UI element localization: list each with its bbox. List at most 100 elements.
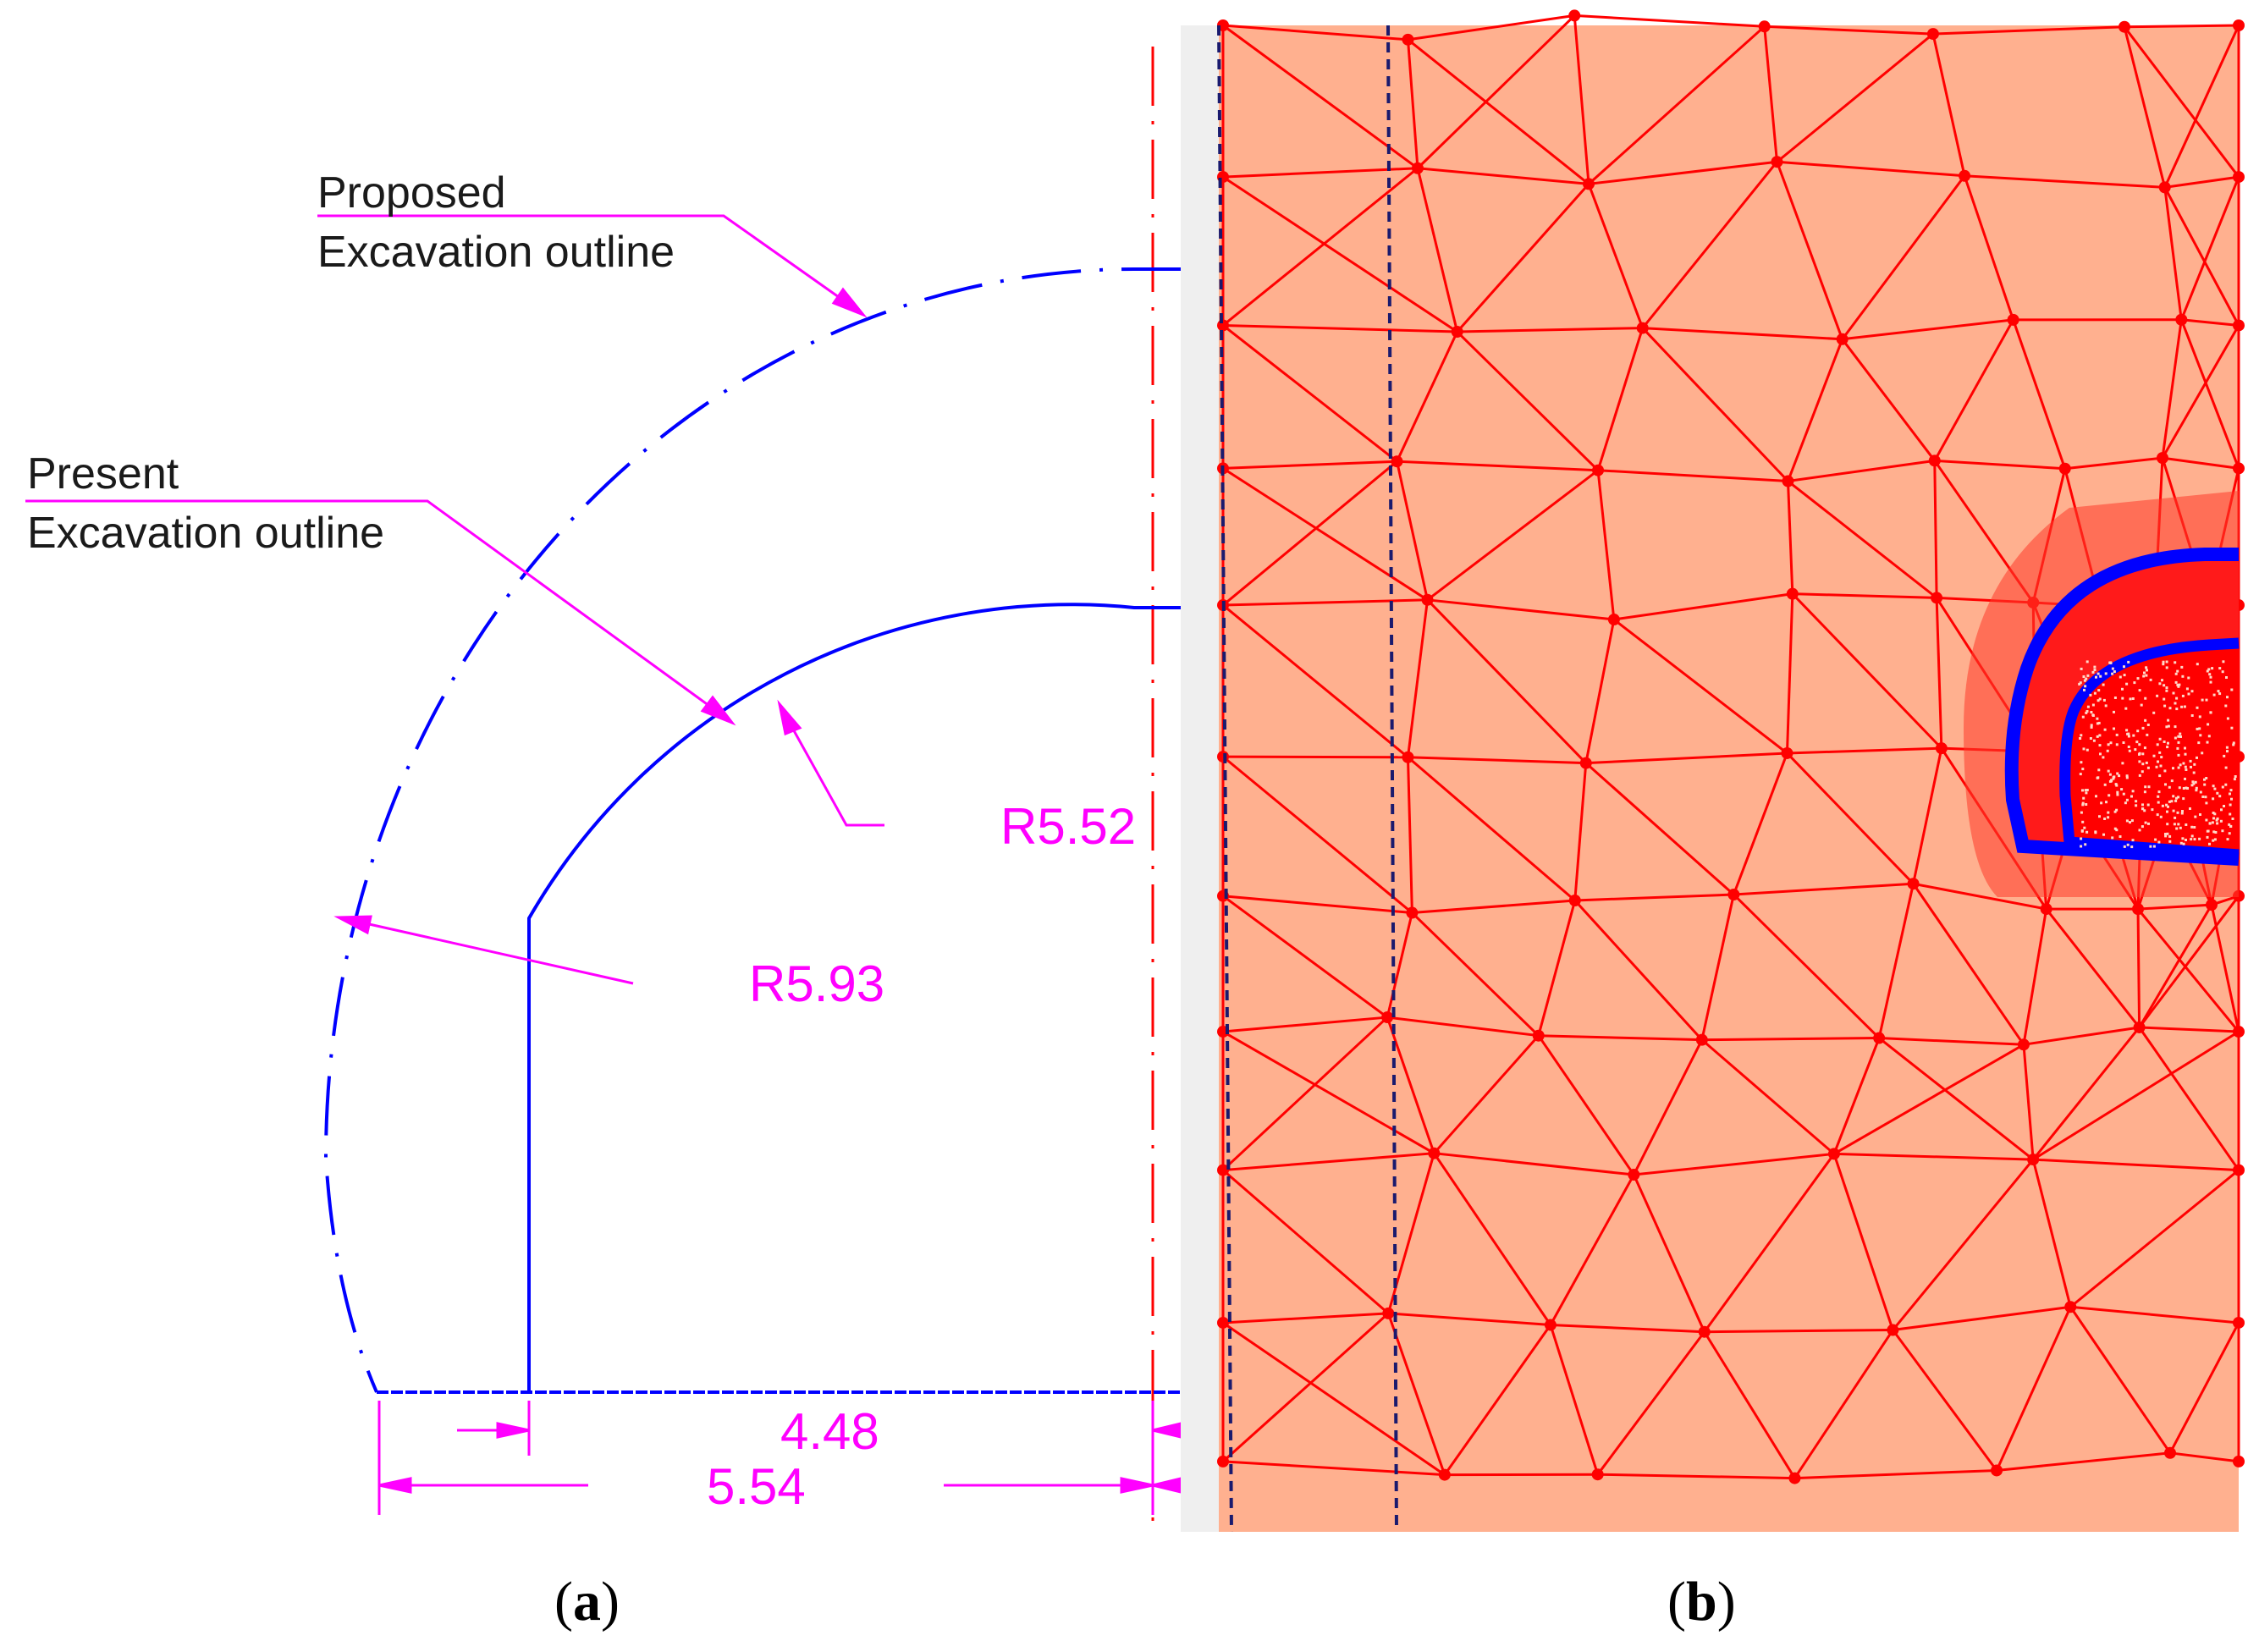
mesh-edge xyxy=(2069,1306,2172,1454)
mesh-edge xyxy=(2164,175,2240,189)
mesh-edge xyxy=(1538,1034,1702,1042)
panel-a-label-close: ) xyxy=(600,1571,620,1633)
fine-mesh-dot xyxy=(2231,818,2234,820)
fine-mesh-dot xyxy=(2125,798,2129,801)
fine-mesh-dot xyxy=(2173,823,2176,826)
fine-mesh-dot xyxy=(2196,756,2198,759)
mesh-node xyxy=(2163,1446,2176,1459)
mesh-node xyxy=(1406,906,1419,919)
fine-mesh-dot xyxy=(2212,785,2215,788)
fine-mesh-dot xyxy=(2136,730,2140,733)
fine-mesh-dot xyxy=(2177,766,2180,769)
fine-mesh-dot xyxy=(2206,829,2209,833)
fine-mesh-dot xyxy=(2165,666,2168,669)
fine-mesh-dot xyxy=(2190,765,2192,768)
fine-mesh-dot xyxy=(2096,735,2099,738)
mesh-edge xyxy=(1641,327,1789,482)
fine-mesh-dot xyxy=(2127,660,2130,664)
fine-mesh-dot xyxy=(2144,785,2147,789)
mesh-node xyxy=(2017,1038,2030,1051)
fine-mesh-dot xyxy=(2218,667,2222,670)
mesh-edge xyxy=(1704,1329,1893,1334)
fine-mesh-dot xyxy=(2205,777,2208,779)
fine-mesh-dot xyxy=(2085,789,2089,791)
mesh-node xyxy=(1568,895,1581,907)
mesh-edge xyxy=(1426,469,1599,602)
fine-mesh-dot xyxy=(2149,678,2152,681)
fine-mesh-dot xyxy=(2133,681,2136,685)
mesh-node xyxy=(1411,162,1424,174)
fine-mesh-dot xyxy=(2091,714,2095,717)
fine-mesh-dot xyxy=(2157,795,2160,798)
fine-mesh-dot xyxy=(2232,741,2235,745)
fine-mesh-dot xyxy=(2091,703,2095,707)
fine-mesh-dot xyxy=(2208,673,2212,676)
fine-mesh-dot xyxy=(2085,748,2089,752)
fine-mesh-dot xyxy=(2135,800,2138,803)
fine-mesh-dot xyxy=(2125,774,2129,778)
mesh-edge xyxy=(2163,186,2240,327)
fine-mesh-dot xyxy=(2177,685,2180,688)
mesh-edge xyxy=(1787,480,1938,599)
fine-mesh-dot xyxy=(2165,803,2168,807)
fine-mesh-dot xyxy=(2158,682,2162,686)
fine-mesh-dot xyxy=(2226,750,2229,753)
fine-mesh-dot xyxy=(2190,690,2194,693)
fine-mesh-dot xyxy=(2109,662,2113,664)
fine-mesh-dot xyxy=(2083,679,2086,682)
fine-mesh-dot xyxy=(2118,774,2121,778)
mesh-edge xyxy=(1788,459,1935,482)
fine-mesh-dot xyxy=(2224,783,2228,786)
mesh-node xyxy=(2158,181,2171,194)
fine-mesh-dot xyxy=(2156,743,2159,746)
mesh-edge xyxy=(1443,1324,1552,1476)
mesh-edge xyxy=(1996,1451,2171,1472)
fine-mesh-dot xyxy=(2184,777,2186,780)
mesh-edge xyxy=(1426,598,1587,764)
fine-mesh-dot xyxy=(2208,822,2212,825)
mesh-node xyxy=(1786,587,1799,600)
fine-mesh-dot xyxy=(2115,829,2119,832)
fine-mesh-dot xyxy=(2214,831,2218,834)
fine-mesh-dot xyxy=(2216,817,2219,820)
fine-mesh-dot xyxy=(2187,676,2190,680)
fine-mesh-dot xyxy=(2182,787,2185,790)
fine-mesh-dot xyxy=(2212,830,2216,834)
fine-mesh-dot xyxy=(2144,697,2147,700)
fine-mesh-dot xyxy=(2115,733,2119,736)
mesh-node xyxy=(1217,1455,1229,1468)
fine-mesh-dot xyxy=(2145,761,2148,764)
fine-mesh-dot xyxy=(2181,694,2185,697)
fine-mesh-dot xyxy=(2138,760,2141,763)
fine-mesh-dot xyxy=(2107,811,2110,814)
fine-mesh-dot xyxy=(2174,725,2177,729)
fine-mesh-dot xyxy=(2174,661,2177,664)
fine-mesh-dot xyxy=(2174,702,2177,705)
fine-mesh-dot xyxy=(2126,843,2130,846)
mesh-node xyxy=(1428,1147,1441,1159)
fine-mesh-dot xyxy=(2110,779,2113,782)
fine-mesh-dot xyxy=(2160,756,2163,759)
fine-mesh-dot xyxy=(2196,727,2199,730)
fine-mesh-dot xyxy=(2146,803,2150,807)
mesh-edge xyxy=(2161,324,2240,459)
fine-mesh-dot xyxy=(2111,672,2114,675)
fine-mesh-dot xyxy=(2156,813,2159,817)
mesh-edge xyxy=(1434,1152,1634,1176)
mesh-edge xyxy=(2138,904,2213,1028)
mesh-node xyxy=(1928,454,1941,467)
mesh-node xyxy=(1636,322,1649,334)
fine-mesh-dot xyxy=(2081,715,2085,719)
mesh-edge xyxy=(1995,1306,2072,1472)
r593-arrowhead xyxy=(333,915,372,935)
mesh-edge xyxy=(1878,1037,2035,1161)
fine-mesh-dot xyxy=(2084,685,2087,688)
fine-mesh-dot xyxy=(2127,735,2130,738)
fine-mesh-dot xyxy=(2098,815,2101,818)
fine-mesh-dot xyxy=(2104,704,2108,708)
fine-mesh-dot xyxy=(2144,719,2147,722)
fine-mesh-dot xyxy=(2221,670,2224,674)
mesh-edge xyxy=(2045,908,2141,1028)
fine-mesh-dot xyxy=(2121,762,2124,765)
fine-mesh-dot xyxy=(2182,797,2185,801)
